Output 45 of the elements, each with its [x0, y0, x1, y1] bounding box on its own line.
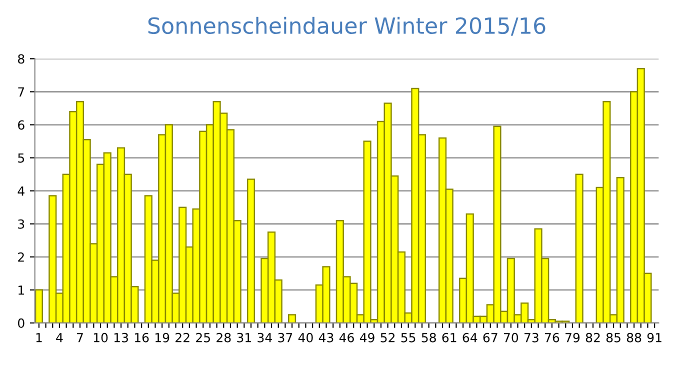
x-tick-label: 13	[114, 332, 128, 342]
x-tick-label: 22	[176, 332, 190, 342]
x-tick-label: 91	[647, 332, 662, 342]
x-tick-label: 67	[483, 332, 498, 342]
x-tick-label: 58	[422, 332, 436, 342]
x-tick-label: 73	[524, 332, 538, 342]
y-tick-label: 4	[18, 186, 24, 196]
bar	[34, 289, 43, 323]
x-tick-label: 52	[380, 332, 394, 342]
y-tick-label: 0	[18, 318, 24, 328]
y-tick-label: 8	[18, 54, 24, 64]
y-tick-label: 1	[18, 286, 24, 295]
x-tick-label: 16	[134, 332, 149, 342]
x-tick-label: 85	[606, 332, 620, 342]
x-tick-label: 7	[77, 333, 83, 342]
y-tick-label: 6	[18, 120, 24, 130]
bar	[288, 314, 296, 323]
x-tick-label: 31	[237, 332, 251, 342]
y-tick-label: 3	[18, 219, 24, 229]
bar	[246, 178, 256, 323]
x-tick-label: 82	[586, 332, 600, 342]
x-tick-label: 79	[566, 332, 580, 342]
x-tick-label: 76	[545, 332, 560, 342]
x-tick-label: 70	[504, 332, 518, 342]
x-tick-label: 28	[216, 332, 231, 342]
bar	[575, 174, 584, 323]
y-tick-label: 5	[18, 153, 24, 163]
x-tick-label: 88	[626, 332, 642, 342]
x-tick-label: 4	[56, 333, 63, 342]
x-tick-label: 49	[360, 332, 374, 342]
x-tick-label: 19	[155, 332, 170, 342]
x-tick-label: 37	[278, 332, 292, 342]
y-tick-label: 7	[18, 87, 24, 96]
x-tick-label: 43	[318, 332, 334, 342]
x-tick-label: 64	[462, 332, 478, 342]
chart-title: Sonnenscheindauer Winter 2015/16	[148, 16, 546, 36]
x-tick-label: 25	[196, 332, 210, 342]
x-tick-label: 55	[401, 333, 416, 342]
x-tick-label: 40	[298, 332, 313, 342]
y-tick-label: 2	[18, 252, 24, 262]
x-tick-label: 46	[339, 332, 354, 342]
x-tick-label: 1	[36, 333, 42, 342]
x-tick-label: 10	[94, 332, 108, 342]
x-tick-label: 61	[442, 332, 456, 342]
x-tick-label: 34	[258, 332, 272, 342]
